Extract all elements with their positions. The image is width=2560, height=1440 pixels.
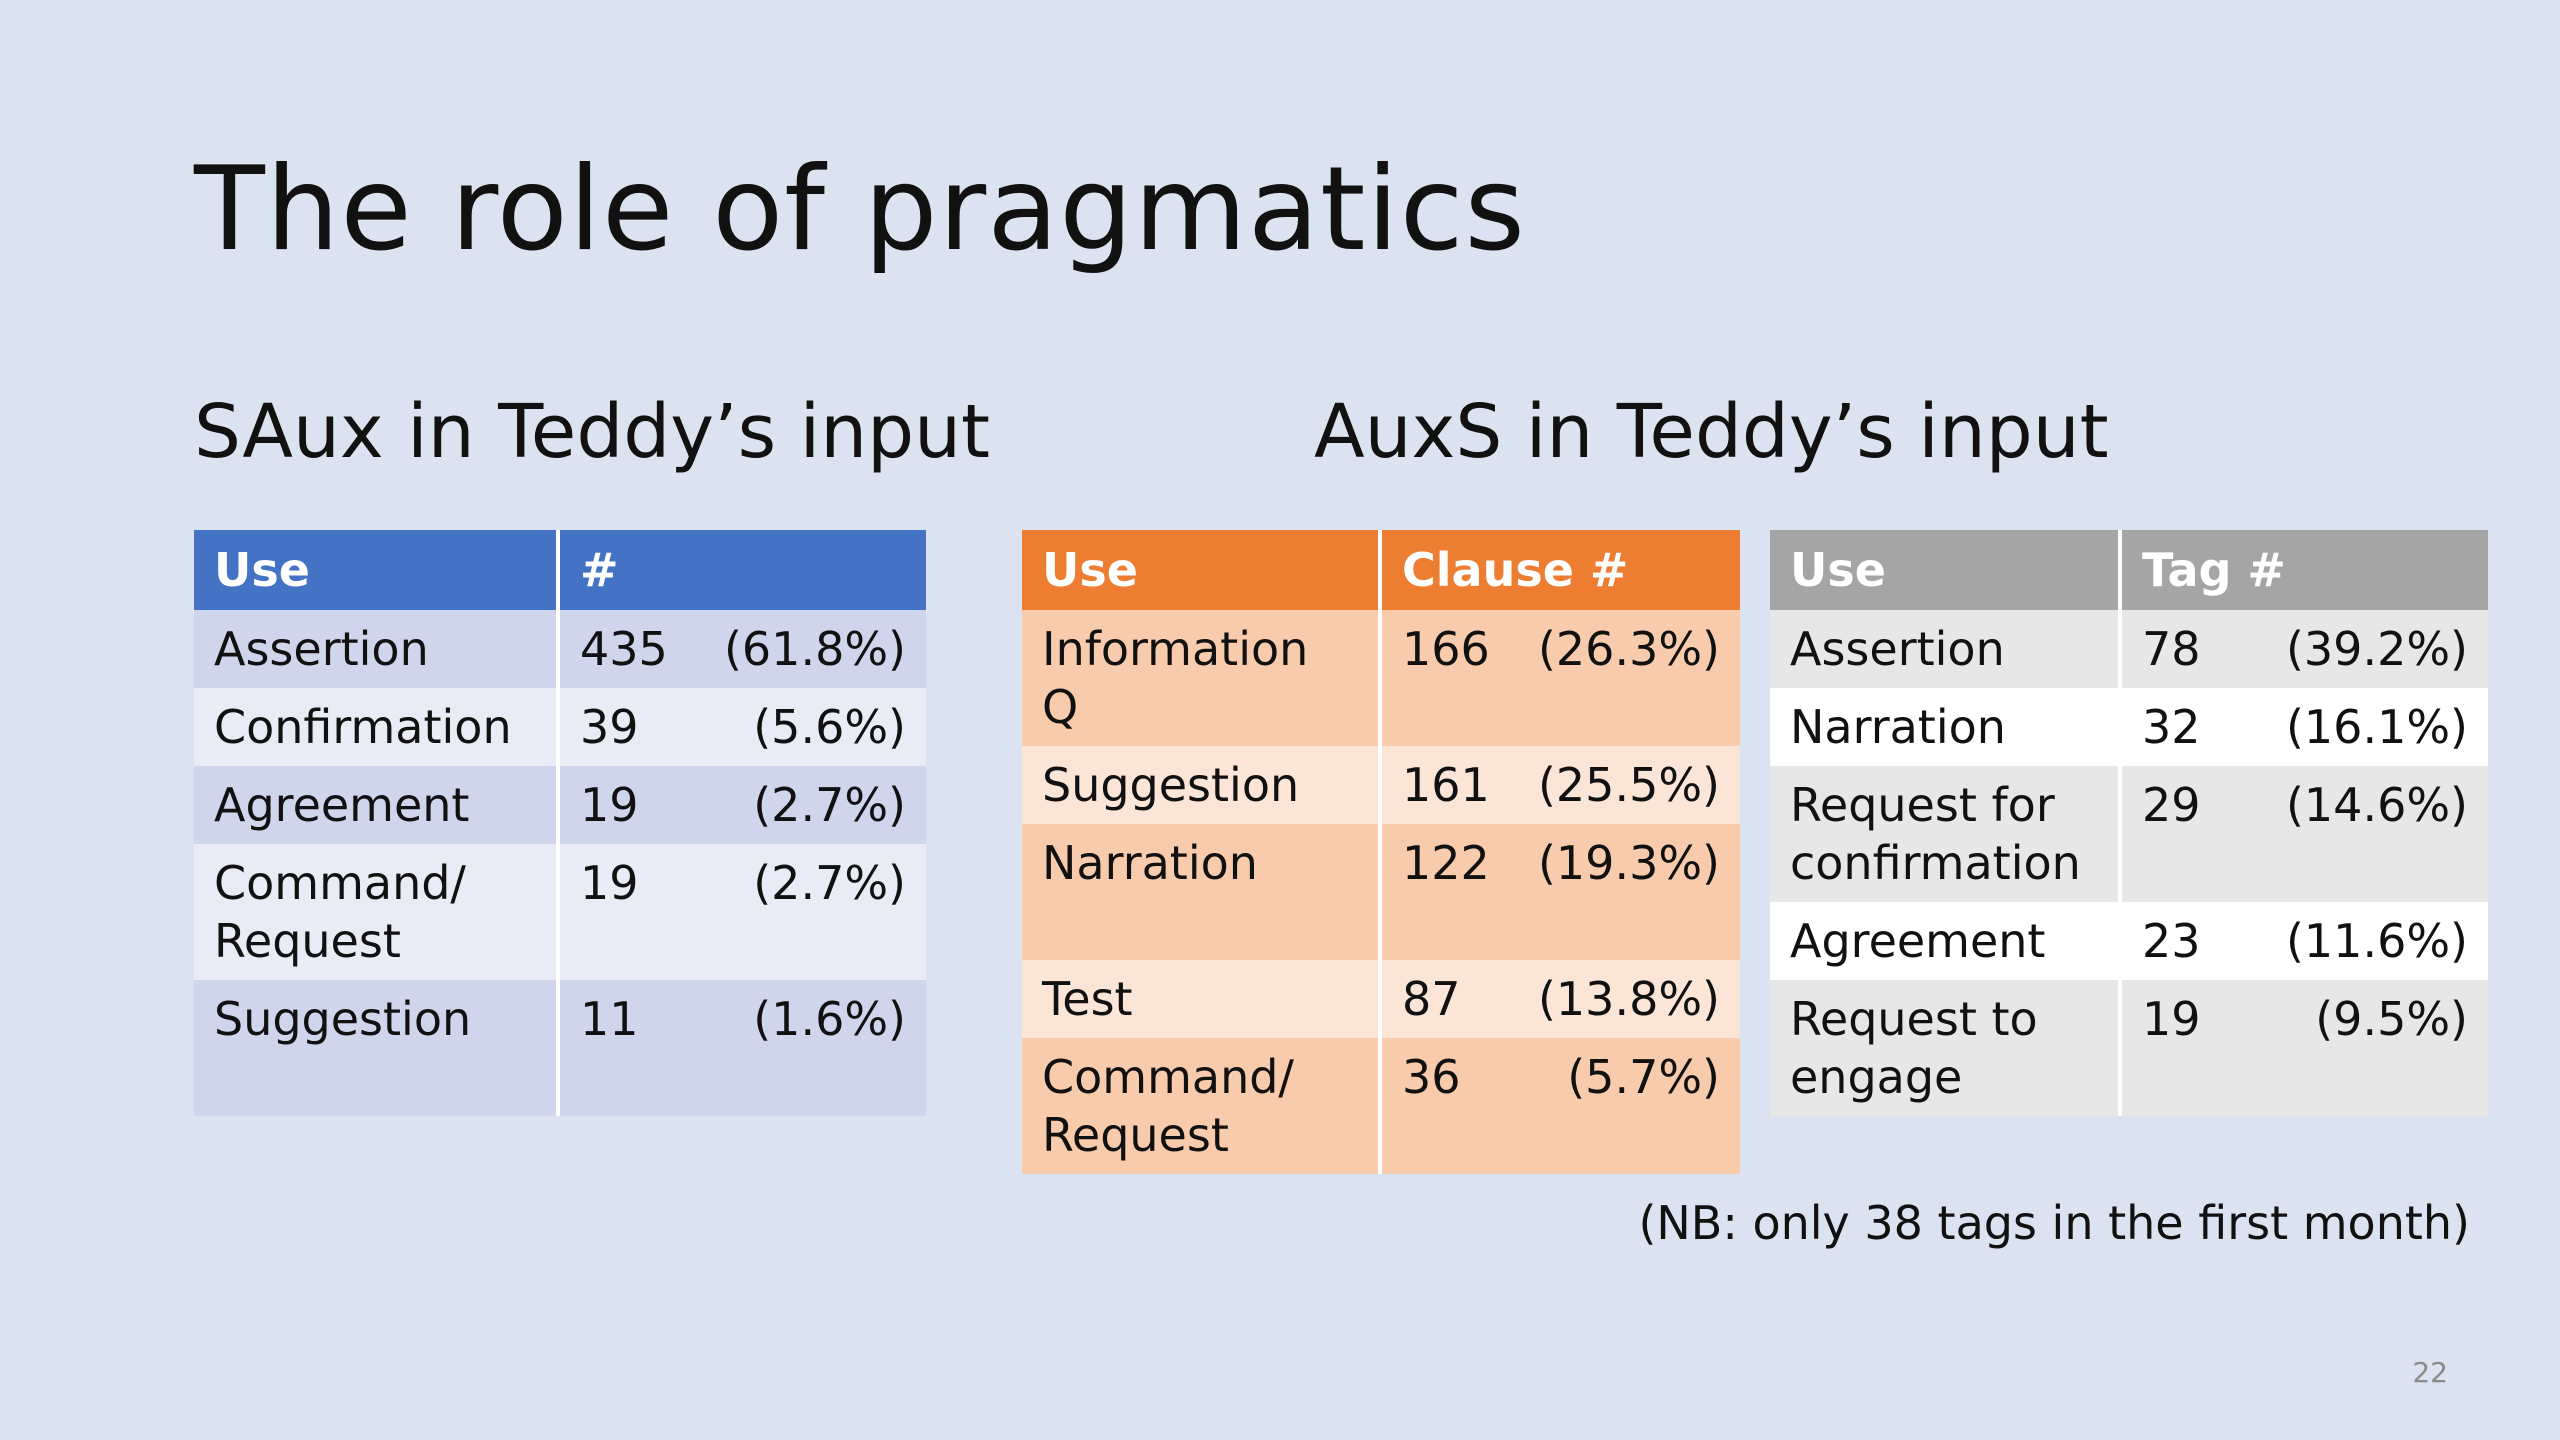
- percent-value: (2.7%): [753, 856, 906, 910]
- percent-value: (9.5%): [2315, 992, 2468, 1046]
- count-value: 19: [2142, 992, 2201, 1046]
- percent-value: (61.8%): [723, 622, 906, 676]
- cell-use: Request to engage: [1770, 980, 2122, 1116]
- cell-use: Test: [1022, 960, 1382, 1038]
- count-value: 19: [580, 856, 639, 910]
- auxs-tag-table: Use Tag # Assertion 78 (39.2%) Narration …: [1770, 530, 2488, 1116]
- table-row: Agreement 23 (11.6%): [1770, 902, 2488, 980]
- table-row: Suggestion 11 (1.6%): [194, 980, 926, 1116]
- table-row: Narration 122 (19.3%): [1022, 824, 1740, 960]
- header-use: Use: [1770, 530, 2122, 610]
- cell-use: Suggestion: [194, 980, 560, 1116]
- cell-count: 122 (19.3%): [1380, 824, 1740, 960]
- count-value: 87: [1402, 972, 1461, 1026]
- cell-count: 78 (39.2%): [2120, 610, 2488, 688]
- header-count: Tag #: [2120, 530, 2488, 610]
- header-use: Use: [1022, 530, 1382, 610]
- cell-use: Suggestion: [1022, 746, 1382, 824]
- table-row: Agreement 19 (2.7%): [194, 766, 926, 844]
- table-header-row: Use #: [194, 530, 926, 610]
- auxs-section-title: AuxS in Teddy’s input: [1314, 389, 2109, 475]
- cell-count: 19 (2.7%): [558, 844, 926, 980]
- cell-count: 87 (13.8%): [1380, 960, 1740, 1038]
- table-row: Narration 32 (16.1%): [1770, 688, 2488, 766]
- table-row: Command/ Request 19 (2.7%): [194, 844, 926, 980]
- table-row: Command/ Request 36 (5.7%): [1022, 1038, 1740, 1174]
- cell-use: Narration: [1770, 688, 2122, 766]
- table-row: Request for confirmation 29 (14.6%): [1770, 766, 2488, 902]
- percent-value: (5.7%): [1567, 1050, 1720, 1104]
- count-value: 32: [2142, 700, 2201, 754]
- cell-use: Assertion: [1770, 610, 2122, 688]
- cell-count: 23 (11.6%): [2120, 902, 2488, 980]
- cell-use: Command/ Request: [1022, 1038, 1382, 1174]
- count-value: 11: [580, 992, 639, 1046]
- count-value: 78: [2142, 622, 2201, 676]
- percent-value: (13.8%): [1537, 972, 1720, 1026]
- percent-value: (25.5%): [1537, 758, 1720, 812]
- cell-count: 36 (5.7%): [1380, 1038, 1740, 1174]
- cell-count: 19 (2.7%): [558, 766, 926, 844]
- count-value: 29: [2142, 778, 2201, 832]
- percent-value: (39.2%): [2285, 622, 2468, 676]
- header-use: Use: [194, 530, 560, 610]
- cell-use: Command/ Request: [194, 844, 560, 980]
- cell-use: Information Q: [1022, 610, 1382, 746]
- percent-value: (2.7%): [753, 778, 906, 832]
- percent-value: (14.6%): [2285, 778, 2468, 832]
- table-row: Suggestion 161 (25.5%): [1022, 746, 1740, 824]
- percent-value: (5.6%): [753, 700, 906, 754]
- cell-count: 161 (25.5%): [1380, 746, 1740, 824]
- count-value: 435: [580, 622, 668, 676]
- cell-count: 29 (14.6%): [2120, 766, 2488, 902]
- percent-value: (26.3%): [1537, 622, 1720, 676]
- count-value: 122: [1402, 836, 1490, 890]
- percent-value: (11.6%): [2285, 914, 2468, 968]
- count-value: 19: [580, 778, 639, 832]
- percent-value: (1.6%): [753, 992, 906, 1046]
- header-count: #: [558, 530, 926, 610]
- cell-use: Request for confirmation: [1770, 766, 2122, 902]
- cell-use: Agreement: [1770, 902, 2122, 980]
- cell-count: 39 (5.6%): [558, 688, 926, 766]
- cell-count: 19 (9.5%): [2120, 980, 2488, 1116]
- table-row: Information Q 166 (26.3%): [1022, 610, 1740, 746]
- table-row: Assertion 78 (39.2%): [1770, 610, 2488, 688]
- count-value: 23: [2142, 914, 2201, 968]
- table-row: Confirmation 39 (5.6%): [194, 688, 926, 766]
- percent-value: (16.1%): [2285, 700, 2468, 754]
- cell-count: 32 (16.1%): [2120, 688, 2488, 766]
- auxs-clause-table: Use Clause # Information Q 166 (26.3%) Su…: [1022, 530, 1740, 1174]
- count-value: 161: [1402, 758, 1490, 812]
- cell-use: Confirmation: [194, 688, 560, 766]
- table-row: Test 87 (13.8%): [1022, 960, 1740, 1038]
- saux-section-title: SAux in Teddy’s input: [194, 389, 991, 475]
- cell-count: 11 (1.6%): [558, 980, 926, 1116]
- table-header-row: Use Clause #: [1022, 530, 1740, 610]
- percent-value: (19.3%): [1537, 836, 1720, 890]
- table-row: Request to engage 19 (9.5%): [1770, 980, 2488, 1116]
- count-value: 39: [580, 700, 639, 754]
- cell-use: Narration: [1022, 824, 1382, 960]
- table-row: Assertion 435 (61.8%): [194, 610, 926, 688]
- cell-count: 435 (61.8%): [558, 610, 926, 688]
- count-value: 36: [1402, 1050, 1461, 1104]
- saux-table: Use # Assertion 435 (61.8%) Confirmation …: [194, 530, 926, 1116]
- footnote: (NB: only 38 tags in the first month): [1638, 1196, 2470, 1250]
- count-value: 166: [1402, 622, 1490, 676]
- page-number: 22: [2412, 1356, 2448, 1389]
- table-header-row: Use Tag #: [1770, 530, 2488, 610]
- cell-use: Agreement: [194, 766, 560, 844]
- header-count: Clause #: [1380, 530, 1740, 610]
- cell-use: Assertion: [194, 610, 560, 688]
- slide-title: The role of pragmatics: [194, 142, 1526, 277]
- cell-count: 166 (26.3%): [1380, 610, 1740, 746]
